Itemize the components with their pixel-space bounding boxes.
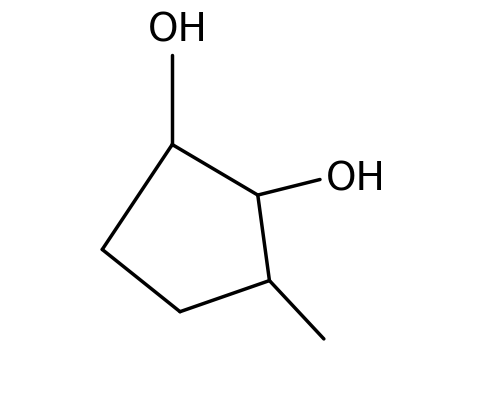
Text: OH: OH — [148, 11, 208, 49]
Text: OH: OH — [326, 160, 386, 198]
